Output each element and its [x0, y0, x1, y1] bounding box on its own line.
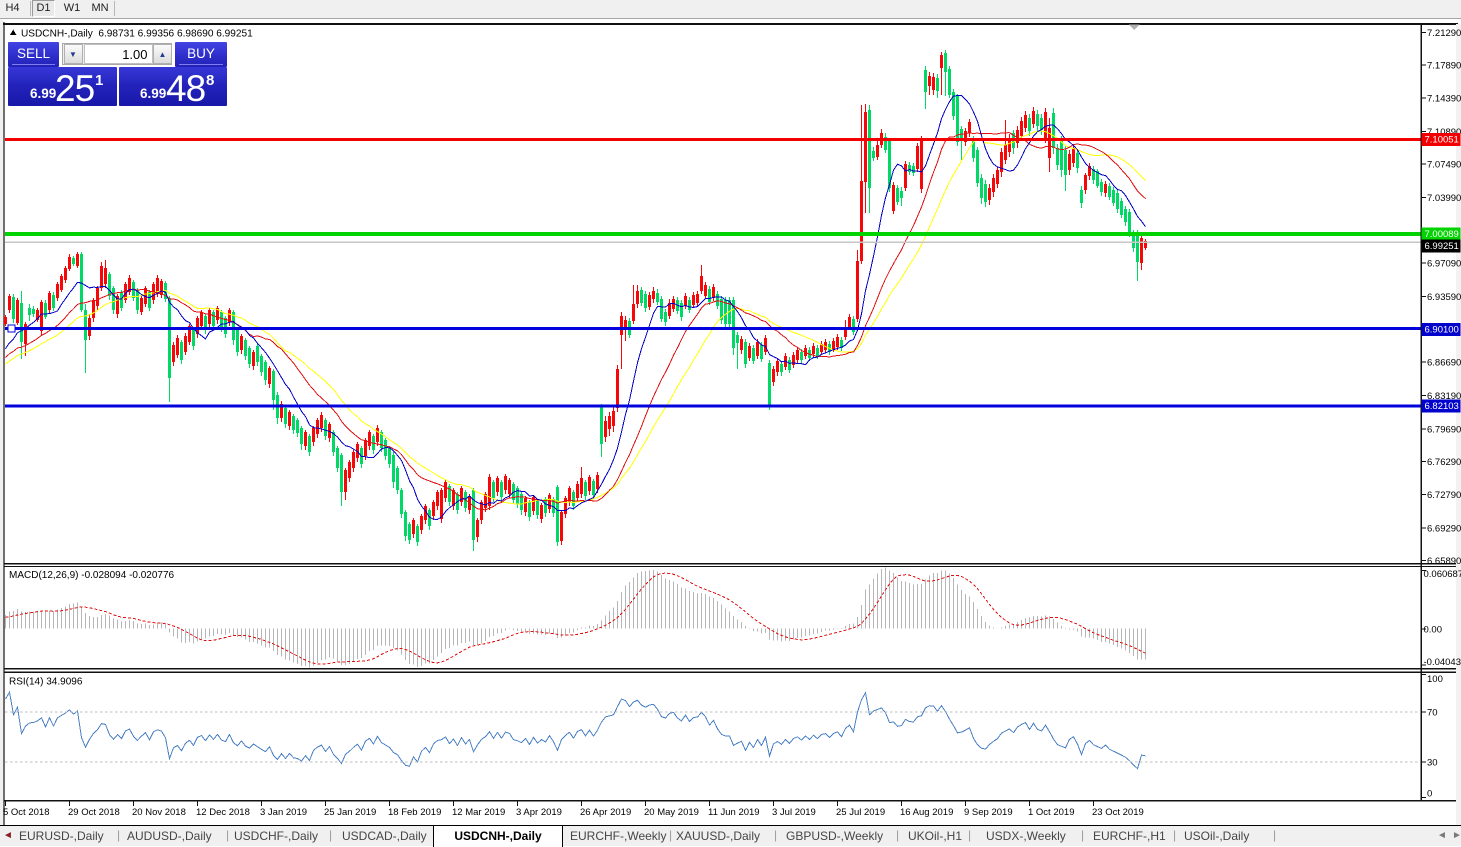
- svg-text:100: 100: [1427, 674, 1443, 685]
- svg-text:7.03990: 7.03990: [1427, 193, 1461, 204]
- svg-text:7.14390: 7.14390: [1427, 94, 1461, 105]
- svg-text:1 Oct 2019: 1 Oct 2019: [1028, 807, 1074, 818]
- svg-text:26 Apr 2019: 26 Apr 2019: [580, 807, 631, 818]
- svg-text:7.00089: 7.00089: [1425, 229, 1459, 240]
- svg-text:RSI(14) 34.9096: RSI(14) 34.9096: [9, 677, 83, 688]
- svg-text:6.72790: 6.72790: [1427, 490, 1461, 501]
- svg-text:16 Aug 2019: 16 Aug 2019: [900, 807, 953, 818]
- svg-text:6.76290: 6.76290: [1427, 457, 1461, 468]
- svg-text:29 Oct 2018: 29 Oct 2018: [68, 807, 120, 818]
- svg-text:25 Jan 2019: 25 Jan 2019: [324, 807, 376, 818]
- svg-text:70: 70: [1427, 707, 1438, 718]
- svg-text:6.82103: 6.82103: [1425, 401, 1459, 412]
- svg-text:7.07490: 7.07490: [1427, 159, 1461, 170]
- svg-text:6.99251: 6.99251: [1425, 241, 1459, 252]
- svg-text:30: 30: [1427, 757, 1438, 768]
- svg-text:20 Nov 2018: 20 Nov 2018: [132, 807, 186, 818]
- svg-text:3 Apr 2019: 3 Apr 2019: [516, 807, 562, 818]
- svg-text:6.69290: 6.69290: [1427, 524, 1461, 535]
- svg-text:6.97090: 6.97090: [1427, 259, 1461, 270]
- svg-text:6.79690: 6.79690: [1427, 424, 1461, 435]
- svg-text:0.00: 0.00: [1424, 625, 1443, 636]
- svg-text:20 May 2019: 20 May 2019: [644, 807, 699, 818]
- svg-text:7.21290: 7.21290: [1427, 28, 1461, 39]
- svg-text:6.86690: 6.86690: [1427, 358, 1461, 369]
- svg-text:23 Oct 2019: 23 Oct 2019: [1092, 807, 1144, 818]
- svg-text:18 Feb 2019: 18 Feb 2019: [388, 807, 441, 818]
- svg-text:3 Jul 2019: 3 Jul 2019: [772, 807, 816, 818]
- svg-text:9 Sep 2019: 9 Sep 2019: [964, 807, 1013, 818]
- svg-text:7.10051: 7.10051: [1425, 135, 1459, 146]
- svg-text:USDCNH-,Daily 6.98731 6.99356: USDCNH-,Daily 6.98731 6.99356 6.98690 6.…: [21, 29, 253, 40]
- svg-text:5 Oct 2018: 5 Oct 2018: [3, 807, 49, 818]
- svg-text:7.17890: 7.17890: [1427, 60, 1461, 71]
- svg-text:3 Jan 2019: 3 Jan 2019: [260, 807, 307, 818]
- svg-text:6.90100: 6.90100: [1425, 325, 1459, 336]
- svg-text:6.93590: 6.93590: [1427, 292, 1461, 303]
- svg-text:6.65890: 6.65890: [1427, 556, 1461, 567]
- svg-text:0.060687: 0.060687: [1424, 569, 1461, 580]
- svg-text:MACD(12,26,9) -0.028094 -0.020: MACD(12,26,9) -0.028094 -0.020776: [9, 570, 175, 581]
- svg-text:12 Dec 2018: 12 Dec 2018: [196, 807, 250, 818]
- svg-text:25 Jul 2019: 25 Jul 2019: [836, 807, 885, 818]
- svg-text:11 Jun 2019: 11 Jun 2019: [708, 807, 760, 818]
- svg-text:0: 0: [1427, 788, 1432, 799]
- svg-text:12 Mar 2019: 12 Mar 2019: [452, 807, 505, 818]
